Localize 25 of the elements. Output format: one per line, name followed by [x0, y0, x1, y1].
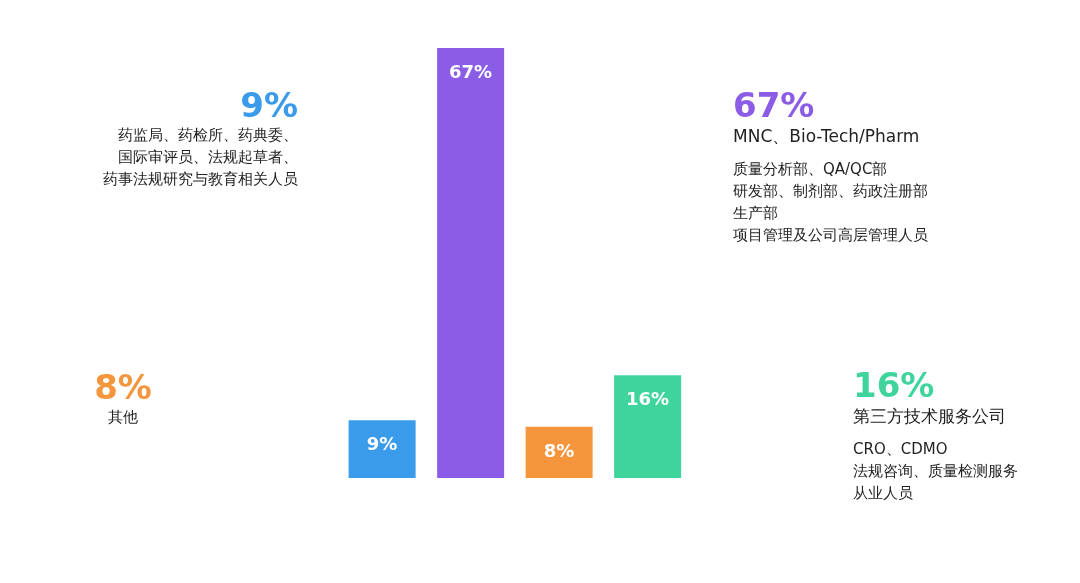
text: 16%	[853, 365, 936, 405]
text: 质量分析部、QA/QC部	[733, 159, 889, 180]
bar	[525, 426, 593, 478]
text: 67%	[733, 85, 816, 125]
text: 法规咨询、质量检测服务	[853, 461, 1019, 482]
data-label: 16%	[626, 388, 670, 410]
data-label: 9%	[366, 433, 398, 455]
text: 项目管理及公司高层管理人员	[733, 225, 929, 246]
text: 8%	[93, 367, 153, 407]
text: 药事法规研究与教育相关人员	[102, 169, 298, 190]
text: MNC、Bio-Tech/Pharm	[733, 125, 921, 148]
data-label: 67%	[449, 61, 493, 82]
bar	[437, 48, 505, 478]
text: 第三方技术服务公司	[853, 405, 1007, 428]
data-label: 8%	[543, 439, 575, 461]
bar	[348, 420, 416, 478]
text: 9%	[239, 85, 298, 125]
text: 其他	[107, 407, 139, 428]
bar	[614, 375, 682, 478]
text: CRO、CDMO	[853, 439, 949, 460]
text: 国际审评员、法规起草者、	[117, 147, 298, 168]
text: 生产部	[733, 203, 779, 224]
text: 从业人员	[853, 483, 914, 504]
text: 研发部、制剂部、药政注册部	[733, 181, 929, 202]
text: 药监局、药检所、药典委、	[117, 125, 298, 146]
